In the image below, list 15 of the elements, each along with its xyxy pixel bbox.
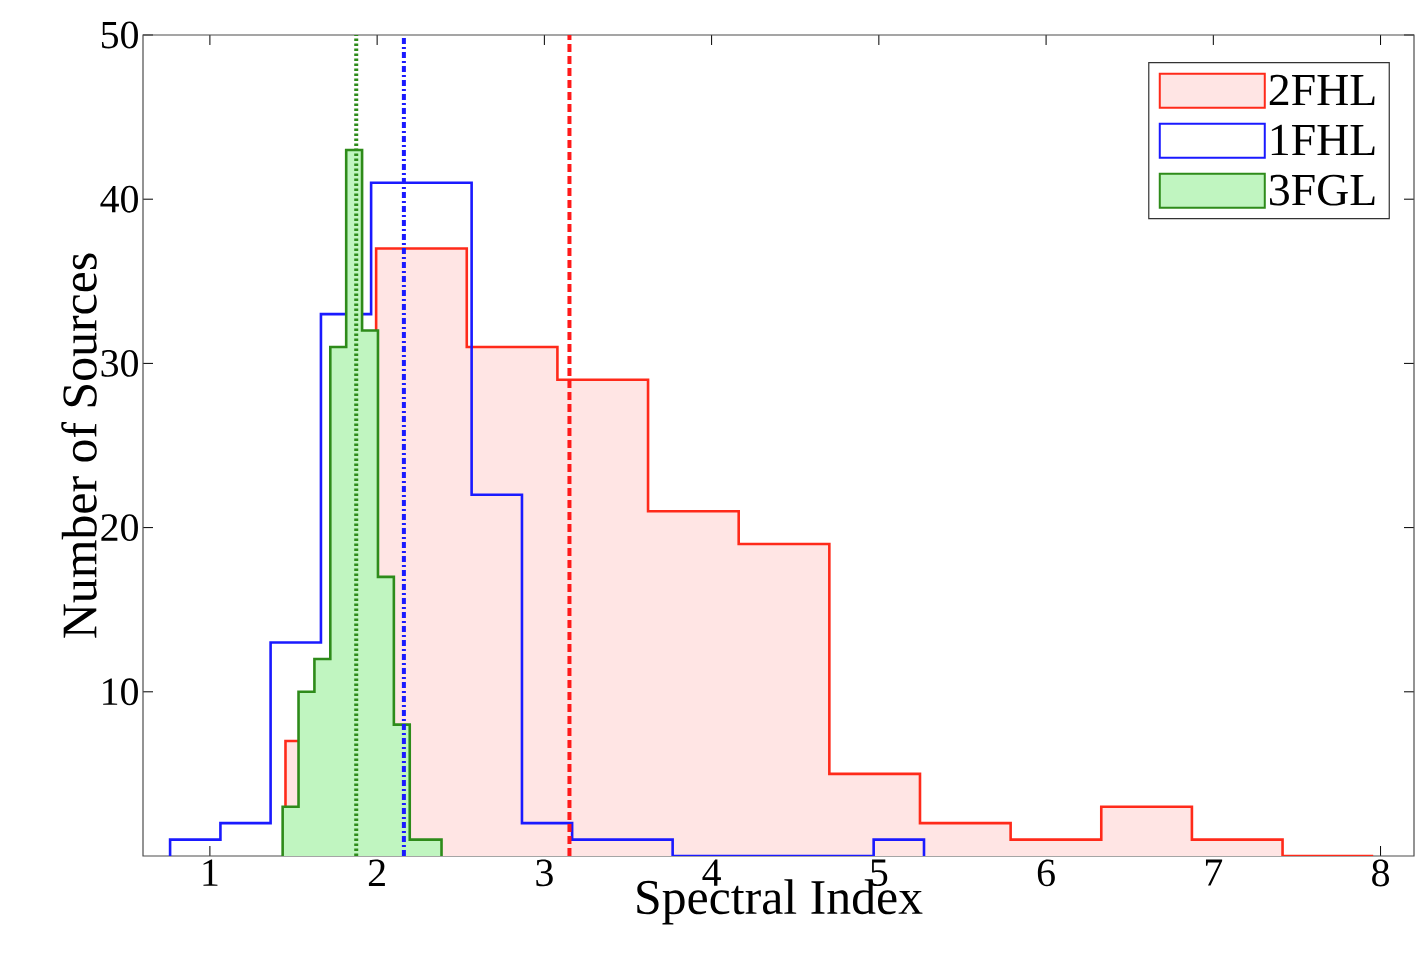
x-tick-label: 2 [368,859,385,886]
y-axis-title: Number of Sources [61,253,97,638]
y-tick-label: 10 [103,678,138,706]
y-tick-label: 20 [101,514,138,542]
y-tick-label: 40 [100,185,138,213]
x-tick-label: 3 [536,859,553,887]
x-tick-label: 8 [1372,859,1389,887]
y-tick-label: 50 [101,21,138,49]
legend-label: 2FHL [1269,74,1375,106]
x-tick-label: 1 [203,859,218,886]
legend-label: 1FHL [1271,124,1375,156]
legend-label: 3FGL [1269,174,1375,206]
y-tick-label: 30 [101,349,138,377]
x-tick-label: 7 [1205,859,1223,886]
x-tick-label: 6 [1037,859,1055,887]
